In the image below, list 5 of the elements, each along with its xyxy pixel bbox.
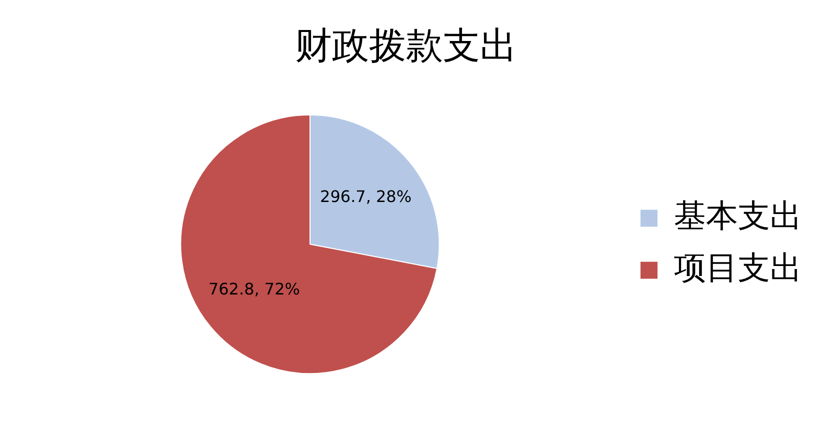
legend-label: 基本支出 [674, 196, 802, 235]
data-label: 296.7, 28% [320, 187, 412, 206]
chart-title: 财政拨款支出 [295, 24, 517, 67]
legend-label: 项目支出 [674, 248, 802, 287]
data-label: 762.8, 72% [208, 280, 300, 299]
